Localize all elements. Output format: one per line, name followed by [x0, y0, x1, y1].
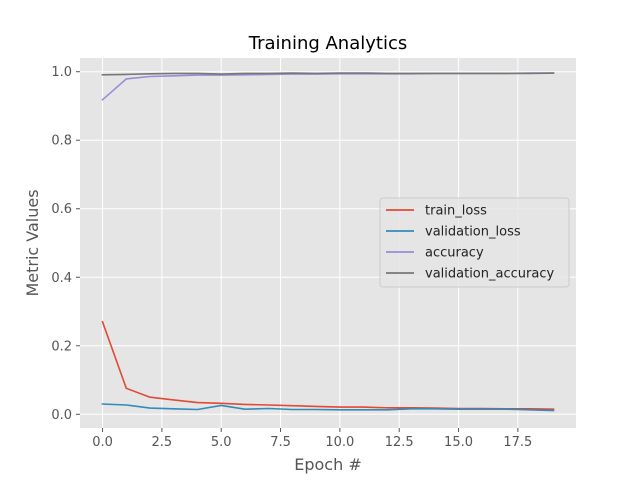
x-tick-label: 12.5 [385, 435, 414, 450]
y-tick-label: 0.2 [51, 339, 72, 354]
y-axis-label: Metric Values [23, 189, 42, 296]
y-tick-label: 0.8 [51, 134, 72, 149]
y-tick-label: 1.0 [51, 65, 72, 80]
series-lines [101, 72, 555, 412]
x-tick-label: 2.5 [152, 435, 173, 450]
series-line-validation-accuracy [101, 72, 555, 76]
axis-ticks: 0.0 2.5 5.0 7.5 10.0 12.5 15.0 17.5 0.0 0.2 0.4 0.6… [51, 65, 532, 450]
legend-box [379, 197, 570, 288]
y-tick-label: 0.0 [51, 408, 72, 423]
y-tick-label: 0.6 [51, 202, 72, 217]
x-tick-label: 15.0 [444, 435, 473, 450]
x-tick-label: 0.0 [92, 435, 113, 450]
x-tick-label: 10.0 [325, 435, 354, 450]
legend-label-validation-accuracy: validation_accuracy [425, 267, 554, 282]
x-tick-label: 5.0 [211, 435, 232, 450]
x-tick-label: 17.5 [503, 435, 532, 450]
legend-label-accuracy: accuracy [425, 246, 484, 261]
legend-label-validation-loss: validation_loss [425, 225, 521, 240]
legend-label-train-loss: train_loss [425, 204, 487, 219]
series-line-validation-loss [101, 403, 555, 412]
chart-legend: train_loss validation_loss accuracy validat… [379, 197, 570, 288]
x-axis-label: Epoch # [294, 455, 361, 474]
y-tick-label: 0.4 [51, 271, 72, 286]
x-tick-label: 7.5 [270, 435, 291, 450]
chart-title: Training Analytics [248, 33, 407, 54]
